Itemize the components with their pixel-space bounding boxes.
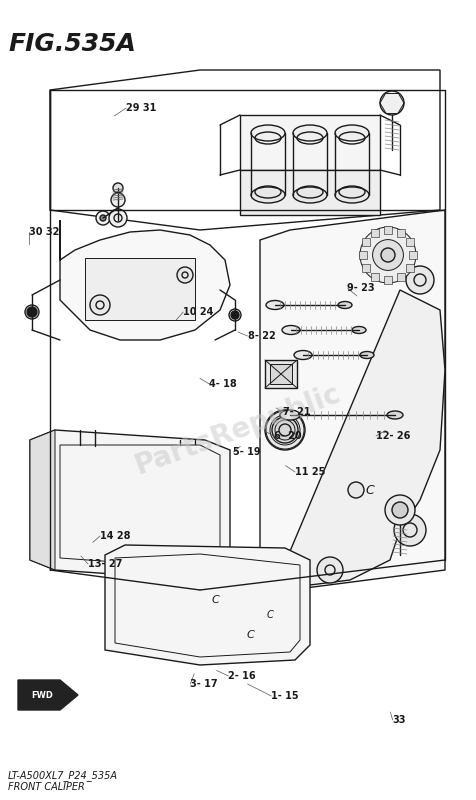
Text: 6- 20: 6- 20 <box>274 431 301 441</box>
Ellipse shape <box>387 411 403 419</box>
Text: 7- 21: 7- 21 <box>283 407 311 417</box>
Circle shape <box>272 417 298 443</box>
FancyBboxPatch shape <box>265 360 297 388</box>
Text: 33: 33 <box>393 715 406 725</box>
FancyBboxPatch shape <box>362 264 370 272</box>
Text: 8- 22: 8- 22 <box>248 331 275 341</box>
Ellipse shape <box>335 187 369 203</box>
Circle shape <box>385 495 415 525</box>
Text: FIG.535A: FIG.535A <box>8 32 136 56</box>
FancyBboxPatch shape <box>397 229 405 237</box>
Polygon shape <box>260 210 445 590</box>
Ellipse shape <box>352 326 366 334</box>
Text: 13- 27: 13- 27 <box>88 559 122 569</box>
Ellipse shape <box>251 187 285 203</box>
Text: C: C <box>246 630 254 640</box>
Circle shape <box>231 311 239 319</box>
FancyBboxPatch shape <box>406 264 414 272</box>
Circle shape <box>392 502 408 518</box>
Ellipse shape <box>338 302 352 309</box>
Circle shape <box>265 410 305 450</box>
Polygon shape <box>18 680 78 710</box>
Circle shape <box>394 514 426 546</box>
Text: 1- 15: 1- 15 <box>271 691 299 701</box>
Circle shape <box>406 266 434 294</box>
FancyBboxPatch shape <box>409 251 417 259</box>
Ellipse shape <box>280 410 300 420</box>
Ellipse shape <box>293 125 327 141</box>
Circle shape <box>373 239 403 270</box>
Text: 12- 26: 12- 26 <box>376 431 410 441</box>
Polygon shape <box>30 430 230 580</box>
Text: 4- 18: 4- 18 <box>209 379 237 389</box>
Text: C: C <box>211 595 219 605</box>
Text: 11 25: 11 25 <box>295 467 326 477</box>
Text: FRONT CALIPER: FRONT CALIPER <box>8 782 85 792</box>
Ellipse shape <box>251 125 285 141</box>
Ellipse shape <box>294 350 312 359</box>
Circle shape <box>111 193 125 207</box>
Text: 5- 19: 5- 19 <box>233 447 261 457</box>
Text: C: C <box>366 483 375 497</box>
Text: 3- 17: 3- 17 <box>190 679 218 689</box>
Polygon shape <box>105 545 310 665</box>
Circle shape <box>177 267 193 283</box>
FancyBboxPatch shape <box>371 229 379 237</box>
Text: 29 31: 29 31 <box>126 103 157 113</box>
Polygon shape <box>280 290 445 585</box>
FancyBboxPatch shape <box>270 364 292 384</box>
Circle shape <box>90 295 110 315</box>
Circle shape <box>380 91 404 115</box>
Polygon shape <box>240 170 380 215</box>
Text: LT-A500XL7_P24_535A: LT-A500XL7_P24_535A <box>8 770 118 781</box>
Ellipse shape <box>25 305 39 319</box>
Text: 2- 16: 2- 16 <box>228 671 256 681</box>
Polygon shape <box>60 220 230 340</box>
Text: 30 32: 30 32 <box>29 227 59 237</box>
Text: 14 28: 14 28 <box>100 531 130 541</box>
Text: PartsRepublic: PartsRepublic <box>131 380 345 480</box>
FancyBboxPatch shape <box>85 258 195 320</box>
Ellipse shape <box>293 187 327 203</box>
FancyBboxPatch shape <box>371 273 379 281</box>
Ellipse shape <box>360 351 374 358</box>
Text: FWD: FWD <box>31 690 53 699</box>
Circle shape <box>109 209 127 227</box>
Text: C: C <box>267 610 273 620</box>
Circle shape <box>113 183 123 193</box>
Text: 9- 23: 9- 23 <box>347 283 375 293</box>
Circle shape <box>96 211 110 225</box>
Circle shape <box>317 557 343 583</box>
Circle shape <box>381 248 395 262</box>
FancyBboxPatch shape <box>397 273 405 281</box>
FancyBboxPatch shape <box>406 238 414 246</box>
Circle shape <box>348 482 364 498</box>
Ellipse shape <box>229 309 241 321</box>
Circle shape <box>27 307 37 317</box>
Circle shape <box>100 215 106 221</box>
FancyBboxPatch shape <box>384 226 392 234</box>
FancyBboxPatch shape <box>362 238 370 246</box>
FancyBboxPatch shape <box>359 251 367 259</box>
Polygon shape <box>240 115 380 170</box>
Circle shape <box>360 227 416 283</box>
Ellipse shape <box>266 301 284 310</box>
Ellipse shape <box>335 125 369 141</box>
Text: 10 24: 10 24 <box>183 307 214 317</box>
FancyBboxPatch shape <box>384 276 392 284</box>
Ellipse shape <box>282 326 300 334</box>
Polygon shape <box>30 430 55 570</box>
